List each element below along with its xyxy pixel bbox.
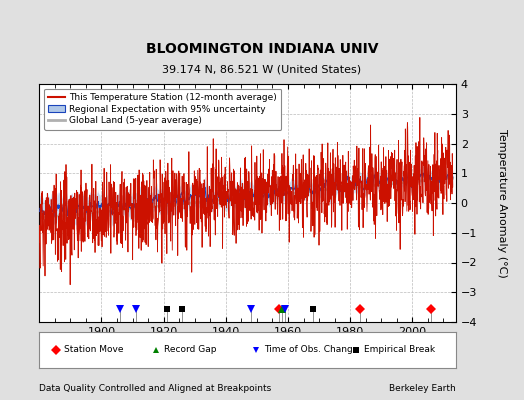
- Text: Data Quality Controlled and Aligned at Breakpoints: Data Quality Controlled and Aligned at B…: [39, 384, 271, 393]
- Text: Station Move: Station Move: [64, 346, 124, 354]
- Legend: This Temperature Station (12-month average), Regional Expectation with 95% uncer: This Temperature Station (12-month avera…: [44, 88, 281, 130]
- Text: Empirical Break: Empirical Break: [364, 346, 435, 354]
- Text: Time of Obs. Change: Time of Obs. Change: [264, 346, 358, 354]
- Y-axis label: Temperature Anomaly (°C): Temperature Anomaly (°C): [497, 129, 507, 277]
- Text: BLOOMINGTON INDIANA UNIV: BLOOMINGTON INDIANA UNIV: [146, 42, 378, 56]
- Text: 39.174 N, 86.521 W (United States): 39.174 N, 86.521 W (United States): [162, 64, 362, 74]
- Text: Berkeley Earth: Berkeley Earth: [389, 384, 456, 393]
- Text: Record Gap: Record Gap: [165, 346, 217, 354]
